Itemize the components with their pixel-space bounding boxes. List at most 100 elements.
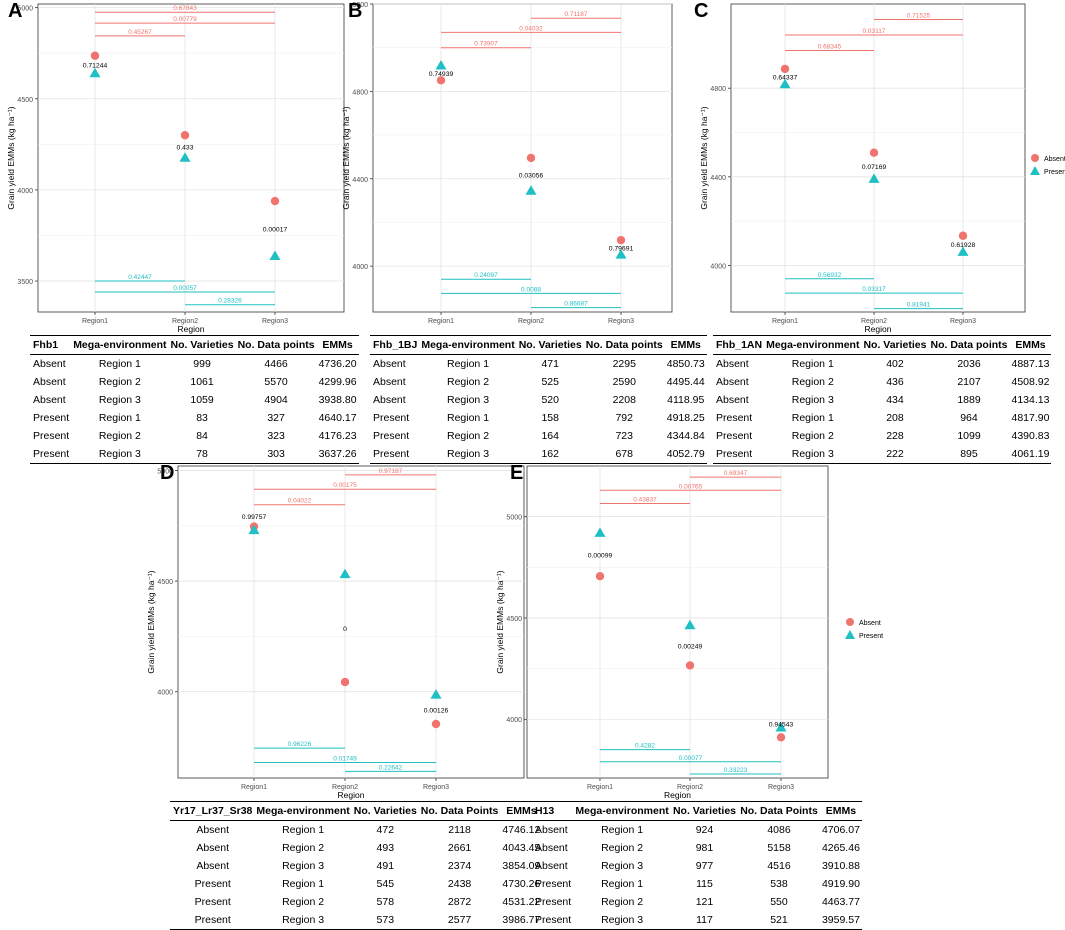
y-tick-label: 4400 — [352, 177, 368, 184]
present-point — [89, 67, 101, 78]
table-cell: 4495.44 — [666, 376, 705, 388]
absent-point — [526, 153, 536, 163]
table-cell: Present — [33, 412, 70, 424]
table-cell: Region 1 — [447, 358, 490, 370]
table-cell: 4265.46 — [821, 842, 860, 854]
point-pvalue-label: 0.64337 — [773, 75, 798, 82]
table-cell: 5570 — [264, 376, 288, 388]
table-cell: Region 3 — [71, 445, 169, 464]
x-tick-label: Region2 — [172, 318, 198, 325]
table-cell: Region 3 — [282, 860, 325, 872]
table-cell: Absent — [716, 394, 749, 406]
table-cell: 578 — [376, 896, 395, 908]
table-header: No. Varieties — [516, 335, 584, 355]
table-cell: 550 — [770, 896, 788, 908]
x-axis-title: Region — [178, 324, 205, 334]
y-tick-label: 4500 — [506, 616, 522, 623]
table-header: No. Varieties — [670, 801, 739, 821]
table-cell: 2661 — [447, 842, 472, 854]
present-bracket-pvalue: 0.0088 — [521, 286, 541, 293]
y-tick-label: 4000 — [710, 263, 726, 270]
table-fhb-1an: Fhb_1AN Mega-environment No. Varieties N… — [713, 335, 1052, 464]
table-row: Absent Region 1 924 4086 4706.07 — [532, 821, 862, 840]
absent-bracket-pvalue: 0.71187 — [564, 11, 587, 18]
plot-panel — [730, 3, 1026, 313]
table-header: Mega-environment — [71, 335, 169, 355]
table-header: No. Data Points — [738, 801, 820, 821]
y-tick-label: 5000 — [157, 468, 173, 475]
table-header: Fhb1 — [30, 335, 72, 355]
table-cell: 4466 — [264, 358, 288, 370]
legend-absent-label: Absent — [1044, 156, 1065, 163]
table-cell: 2872 — [447, 896, 472, 908]
table-cell: 4919.90 — [821, 878, 860, 890]
table-cell: 4134.13 — [1011, 394, 1050, 406]
table-header: No. Varieties — [351, 801, 419, 821]
table-cell: 977 — [695, 860, 714, 872]
table-cell: 471 — [541, 358, 559, 370]
present-bracket-pvalue: 0.01749 — [333, 756, 357, 763]
table-cell: 2107 — [957, 376, 981, 388]
table-cell: 538 — [770, 878, 788, 890]
table-cell: Present — [194, 896, 231, 908]
x-tick-label: Region2 — [861, 318, 887, 325]
table-cell: Region 3 — [98, 394, 141, 406]
point-pvalue-label: 0.71244 — [83, 62, 108, 69]
table-cell: Region 1 — [791, 358, 834, 370]
x-tick-label: Region3 — [950, 318, 976, 325]
table-cell: 158 — [541, 412, 559, 424]
table-cell: 4918.25 — [666, 412, 705, 424]
table-cell: 491 — [376, 860, 395, 872]
present-bracket-pvalue: 0.4282 — [635, 743, 655, 750]
table-cell: Absent — [535, 824, 568, 836]
table-header: Mega-environment — [254, 801, 352, 821]
table-row: Present Region 1 208 964 4817.90 — [713, 409, 1051, 427]
table-cell: 303 — [235, 445, 317, 464]
table-cell: 3938.80 — [318, 394, 357, 406]
x-tick-label: Region1 — [82, 318, 108, 325]
table-header: H13 — [532, 801, 574, 821]
table-cell: 2590 — [612, 376, 636, 388]
absent-point — [616, 235, 626, 245]
present-bracket-pvalue: 0.56932 — [818, 272, 842, 279]
absent-point — [685, 661, 695, 670]
present-bracket-pvalue: 0.81941 — [907, 302, 931, 309]
point-pvalue-label: 0.74939 — [429, 71, 454, 78]
table-cell: Region 2 — [791, 430, 834, 442]
table-cell: 78 — [168, 445, 236, 464]
table-cell: Region 2 — [447, 376, 490, 388]
table-cell: 521 — [738, 911, 820, 930]
table-cell: 117 — [670, 911, 739, 930]
table-cell: Present — [535, 896, 572, 908]
point-pvalue-label: 0.94543 — [769, 721, 794, 728]
present-point — [594, 527, 606, 537]
x-tick-label: Region2 — [518, 318, 544, 325]
absent-bracket-pvalue: 0.69347 — [724, 470, 748, 477]
table-cell: Region 3 — [601, 860, 644, 872]
absent-bracket-pvalue: 0.71525 — [907, 13, 931, 20]
point-pvalue-label: 0.99757 — [242, 514, 267, 521]
y-tick-label: 4000 — [157, 690, 173, 697]
table-row: Absent Region 2 493 2661 4043.45 — [170, 839, 542, 857]
table-cell: 121 — [695, 896, 714, 908]
table-cell: Present — [33, 430, 70, 442]
table-cell: Region 2 — [601, 842, 644, 854]
table-cell: 84 — [196, 430, 208, 442]
table-cell: 1889 — [957, 394, 981, 406]
table-cell: 222 — [861, 445, 929, 464]
table-cell: Absent — [716, 358, 749, 370]
table-cell: 792 — [615, 412, 633, 424]
table-cell: Absent — [196, 860, 230, 872]
present-point — [435, 60, 447, 70]
absent-point — [431, 719, 441, 729]
table-cell: 4463.77 — [821, 896, 860, 908]
table-cell: 4344.84 — [666, 430, 705, 442]
table-row: Present Region 3 78 303 3637.26 — [30, 445, 359, 464]
plot-panel — [372, 3, 673, 313]
absent-point — [780, 64, 790, 74]
table-row: Present Region 1 158 792 4918.25 — [370, 409, 707, 427]
table-cell: 164 — [541, 430, 559, 442]
legend-absent-label: Absent — [859, 620, 881, 627]
point-pvalue-label: 0.79691 — [609, 245, 634, 252]
table-cell: 999 — [193, 358, 211, 370]
